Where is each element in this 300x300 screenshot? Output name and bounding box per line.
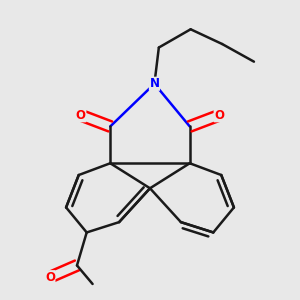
Text: O: O: [76, 109, 86, 122]
Text: N: N: [149, 77, 159, 90]
Text: O: O: [45, 271, 55, 284]
Text: O: O: [214, 109, 224, 122]
